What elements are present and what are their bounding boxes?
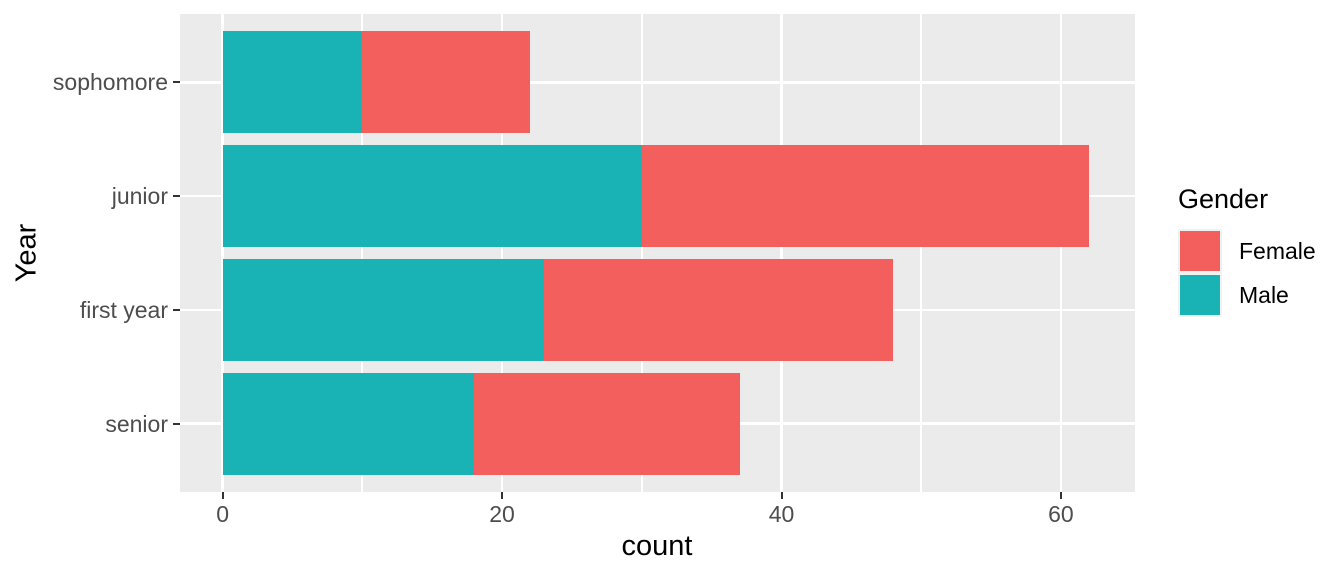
x-major-gridline (780, 14, 783, 492)
legend-title: Gender (1178, 184, 1269, 214)
legend-swatch-male (1180, 275, 1220, 315)
x-minor-gridline (640, 14, 643, 492)
x-tick-label: 40 (768, 501, 795, 527)
y-tick-label: sophomore (52, 69, 168, 96)
x-minor-gridline (920, 14, 923, 492)
plot-panel (180, 14, 1135, 492)
x-tick-label: 0 (216, 501, 230, 527)
x-axis-tick (780, 492, 783, 499)
x-axis-tick (1059, 492, 1062, 499)
y-axis-tick (173, 195, 180, 198)
bar-segment-female-first-year (543, 258, 894, 362)
x-tick-label: 20 (489, 501, 515, 527)
bar-segment-female-senior (474, 372, 740, 475)
legend-swatch-female (1180, 231, 1220, 271)
bar-segment-male-first-year (222, 258, 544, 362)
x-axis-tick (221, 492, 224, 499)
legend-entry-label: Female (1239, 237, 1316, 264)
y-axis-title: Year (10, 223, 43, 283)
y-axis-tick (173, 308, 180, 311)
y-tick-label: first year (79, 296, 168, 323)
legend-keys: Female Male (1178, 229, 1316, 317)
x-axis-title: count (621, 530, 693, 562)
x-major-gridline (221, 14, 224, 492)
y-tick-label: junior (111, 183, 168, 210)
x-tick-label: 60 (1048, 501, 1074, 527)
legend-key-box (1178, 273, 1222, 317)
legend-key-box (1178, 229, 1222, 273)
bar-segment-male-junior (222, 144, 642, 248)
y-axis-tick (173, 81, 180, 84)
bar-segment-male-senior (222, 372, 475, 475)
y-tick-label: senior (105, 410, 168, 437)
x-minor-gridline (361, 14, 364, 492)
legend-entry-male: Male (1178, 273, 1316, 317)
y-axis-tick (173, 422, 180, 425)
bar-segment-female-sophomore (362, 31, 530, 134)
legend-entry-female: Female (1178, 229, 1316, 273)
y-gridline (180, 80, 1135, 84)
x-major-gridline (500, 14, 504, 492)
bar-segment-female-junior (641, 144, 1089, 248)
x-major-gridline (1059, 14, 1063, 492)
bar-segment-male-sophomore (222, 31, 363, 134)
x-axis-tick (501, 492, 504, 499)
legend: Gender Female Male (1178, 184, 1316, 317)
legend-entry-label: Male (1239, 281, 1289, 308)
